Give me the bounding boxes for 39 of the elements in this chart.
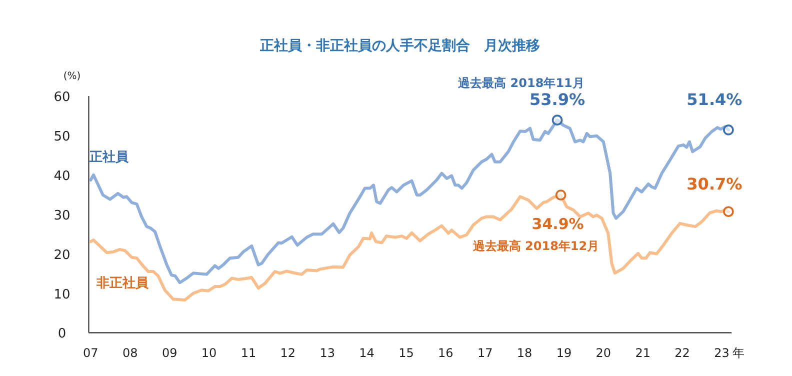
- x-tick-label: 08: [122, 346, 138, 360]
- y-tick-label: 40: [54, 168, 70, 184]
- x-tick-label: 11: [240, 346, 256, 360]
- annotation: 過去最高 2018年12月: [472, 239, 600, 253]
- point: [555, 190, 566, 200]
- y-tick-label: 20: [54, 248, 70, 263]
- y-tick-label: 10: [54, 287, 70, 302]
- x-tick-label: 09: [162, 346, 178, 360]
- x-tick-label: 14: [359, 346, 374, 360]
- annotation: 過去最高 2018年11月: [457, 76, 584, 90]
- x-tick-label: 12: [280, 346, 296, 360]
- series-label: 正社員: [88, 149, 130, 165]
- x-tick-label: 22: [674, 346, 690, 360]
- x-tick-label: 17: [477, 346, 493, 360]
- y-tick-label: 0: [58, 326, 66, 342]
- x-tick-label: 21: [635, 346, 650, 360]
- y-axis-title: (%): [63, 71, 81, 82]
- chart-title: 正社員・非正社員の人手不足割合 月次推移: [259, 37, 540, 54]
- x-tick-label: 13: [320, 346, 335, 360]
- annotation: 34.9%: [532, 215, 584, 234]
- x-tick-label: 07: [83, 346, 98, 360]
- point: [552, 114, 563, 126]
- annotation: 53.9%: [530, 90, 586, 110]
- series-label: 非正社員: [96, 275, 150, 291]
- y-tick-label: 60: [54, 90, 70, 105]
- point: [723, 206, 734, 217]
- x-tick-label: 15: [398, 346, 414, 360]
- x-tick-label: 19: [556, 346, 572, 360]
- x-tick-label: 18: [516, 346, 532, 360]
- x-tick-label: 23: [714, 346, 730, 360]
- x-axis-title: 年: [732, 346, 745, 360]
- annotation: 30.7%: [686, 174, 742, 194]
- x-tick-label: 10: [201, 346, 217, 360]
- point: [723, 124, 734, 136]
- annotation: 51.4%: [686, 90, 742, 109]
- y-tick-label: 30: [54, 208, 70, 224]
- x-tick-label: 20: [596, 346, 612, 360]
- y-tick-label: 50: [54, 129, 70, 144]
- x-tick-label: 16: [438, 346, 454, 360]
